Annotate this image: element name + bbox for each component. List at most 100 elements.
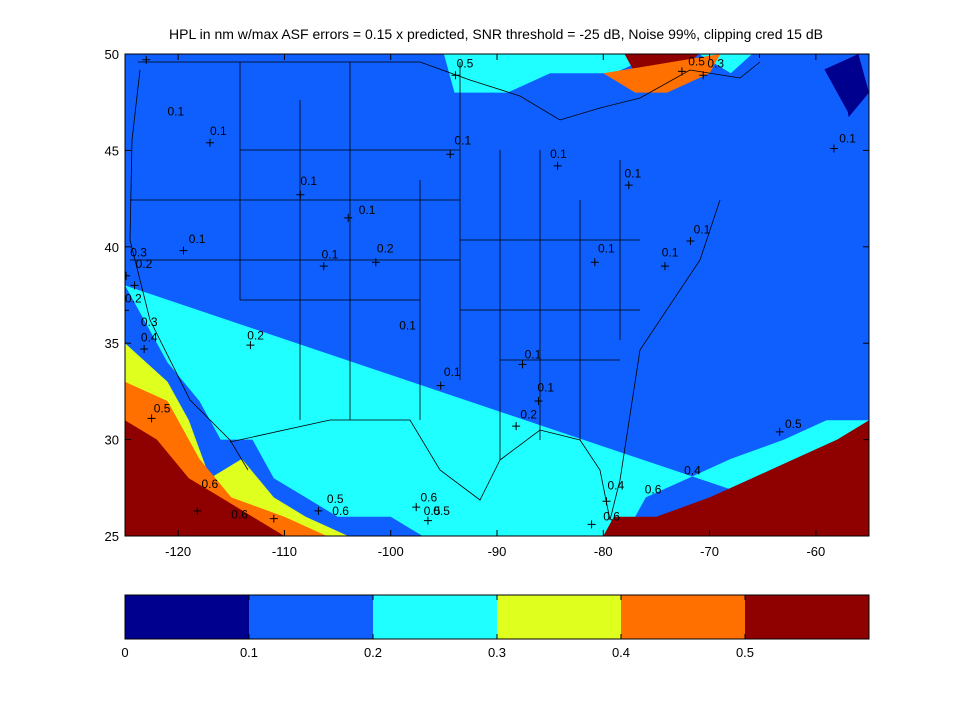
station-marker <box>142 55 151 64</box>
colorbar-segment <box>249 595 373 639</box>
station-marker <box>755 54 764 58</box>
contour-label: 0.1 <box>537 380 554 394</box>
station-marker <box>412 503 421 512</box>
contour-label: 0.1 <box>694 222 711 236</box>
contour-label: 0.6 <box>645 483 662 497</box>
contour-label: 0.1 <box>359 203 376 217</box>
contour-regions <box>125 54 869 536</box>
colorbar-segment <box>745 595 869 639</box>
y-tick-label: 50 <box>105 47 119 62</box>
station-marker <box>446 150 455 159</box>
contour-label: 0.5 <box>785 417 802 431</box>
station-marker <box>125 271 131 280</box>
contour-region-14 <box>443 54 753 93</box>
station-marker <box>602 497 611 506</box>
contour-label: 0.2 <box>125 292 142 306</box>
station-marker <box>624 181 633 190</box>
y-tick-label: 35 <box>105 336 119 351</box>
contour-label: 0.4 <box>684 463 701 477</box>
station-marker <box>344 213 353 222</box>
station-marker <box>518 360 527 369</box>
contour-region-16 <box>603 54 721 93</box>
contour-label: 0.2 <box>377 242 394 256</box>
station-marker <box>775 427 784 436</box>
pacific-coastline <box>129 69 249 471</box>
contour-label: 0.5 <box>457 57 474 71</box>
mexico-border <box>229 419 501 501</box>
state-line-2 <box>130 149 640 361</box>
contour-label: 0.3 <box>707 57 724 71</box>
colorbar-tick-label: 0.5 <box>736 645 754 660</box>
x-tick-label: -60 <box>806 544 825 559</box>
contour-label: 0.5 <box>688 55 705 69</box>
contour-label: 0.3 <box>141 315 158 329</box>
state-boundaries <box>129 61 761 521</box>
contour-label: 0.1 <box>189 232 206 246</box>
contour-label: 0.6 <box>202 477 219 491</box>
contour-label: 0.1 <box>322 247 339 261</box>
contour-label: 0.6 <box>603 510 620 524</box>
station-marker <box>179 246 188 255</box>
contour-label: 0.1 <box>839 132 856 146</box>
contour-label: 0.5 <box>327 492 344 506</box>
station-marker <box>436 381 445 390</box>
contour-region-10 <box>125 285 869 536</box>
station-marker <box>553 161 562 170</box>
colorbar-segment <box>125 595 249 639</box>
station-marker <box>534 397 543 406</box>
station-marker <box>130 281 139 290</box>
us-canada-border <box>138 61 761 121</box>
contour-label: 0.3 <box>130 245 147 259</box>
y-tick-label: 25 <box>105 529 119 544</box>
map-area: 0.1 0.1 0.1 0.1 0.1 0.1 0.1 0.1 0.1 0.2 0.1 0.1 0.1 0… <box>105 47 870 559</box>
gulf-coastline <box>499 199 721 521</box>
station-marker <box>590 258 599 267</box>
colorbar-segment <box>621 595 745 639</box>
station-marker <box>660 262 669 271</box>
station-marker <box>246 341 255 350</box>
contour-label: 0.1 <box>300 174 317 188</box>
station-marker <box>206 138 215 147</box>
contour-region-17 <box>603 420 869 536</box>
contour-label: 0.1 <box>455 134 472 148</box>
y-axis: 25 30 35 40 45 50 <box>105 47 869 544</box>
station-marker <box>677 67 686 76</box>
colorbar-tick-label: 0.3 <box>488 645 506 660</box>
colorbar-segment <box>497 595 621 639</box>
station-marker <box>512 422 521 431</box>
contour-label: 0.1 <box>399 319 416 333</box>
x-tick-label: -90 <box>488 544 507 559</box>
colorbar-tick-label: 0.4 <box>612 645 630 660</box>
contour-label: 0.1 <box>444 365 461 379</box>
y-tick-label: 30 <box>105 433 119 448</box>
colorbar-tick-label: 0.1 <box>240 645 258 660</box>
station-marker <box>193 506 202 515</box>
contour-label: 0.1 <box>662 245 679 259</box>
x-tick-label: -70 <box>700 544 719 559</box>
contour-label: 0.2 <box>136 257 153 271</box>
contour-region-8 <box>815 54 869 132</box>
x-tick-label: -100 <box>378 544 404 559</box>
station-markers <box>125 54 838 529</box>
chart-title: HPL in nm w/max ASF errors = 0.15 x pred… <box>169 26 823 42</box>
contour-label: 0.1 <box>210 124 227 138</box>
x-tick-label: -80 <box>594 544 613 559</box>
contour-label: 0.5 <box>424 504 441 518</box>
station-marker <box>699 71 708 80</box>
station-marker <box>140 344 149 353</box>
station-marker <box>829 144 838 153</box>
x-tick-label: -120 <box>165 544 191 559</box>
station-marker <box>296 190 305 199</box>
colorbar-segment <box>373 595 497 639</box>
station-marker <box>371 258 380 267</box>
contour-label: 0.6 <box>332 504 349 518</box>
contour-label: 0.1 <box>598 242 615 256</box>
station-marker <box>686 237 695 246</box>
station-marker <box>587 520 596 529</box>
station-marker <box>319 262 328 271</box>
contour-label: 0.4 <box>608 479 625 493</box>
contour-label: 0.1 <box>625 166 642 180</box>
contour-label: 0.6 <box>421 490 438 504</box>
colorbar-tick-label: 0 <box>121 645 128 660</box>
